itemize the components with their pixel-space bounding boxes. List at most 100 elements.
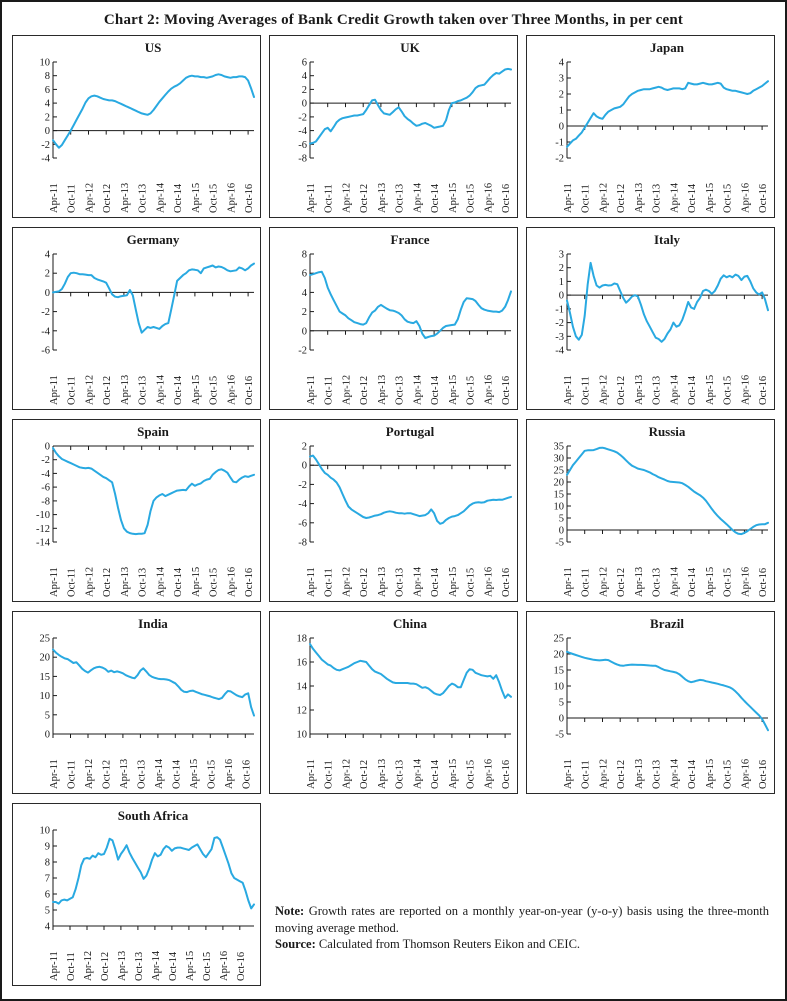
x-tick-label: Apr-13 xyxy=(634,183,645,213)
y-tick-label: 2 xyxy=(45,112,50,123)
y-tick-label: 20 xyxy=(554,478,565,489)
x-tick-label: Apr-11 xyxy=(49,567,60,597)
x-tick-label: Apr-12 xyxy=(85,567,96,597)
x-tick-label: Oct-11 xyxy=(324,760,335,789)
chart-panel-russia: Russia -5 0 5 10 15 20 25 30 35 Apr-11 Oct-11 Apr-12… xyxy=(526,419,775,602)
x-tick-label: Oct-16 xyxy=(244,376,255,405)
y-tick-label: 2 xyxy=(302,307,307,318)
x-tick-label: Apr-14 xyxy=(669,758,680,789)
x-tick-label: Oct-16 xyxy=(501,760,512,789)
x-tick-label: Oct-11 xyxy=(581,376,592,405)
x-tick-label: Apr-14 xyxy=(155,566,166,597)
x-tick-label: Apr-13 xyxy=(119,759,130,789)
x-tick-label: Oct-15 xyxy=(723,184,734,213)
y-tick-label: -2 xyxy=(298,480,307,491)
y-tick-label: -8 xyxy=(41,496,50,507)
chart-panel-china: China 10 12 14 16 18 Apr-11 Oct-11 Apr-12 Oct-12 A… xyxy=(269,611,518,794)
chart-svg-us: US -4 -2 0 2 4 6 8 10 Apr-11 Oct-11 Apr-12 Oct-12 Apr… xyxy=(40,40,256,213)
y-tick-label: 2 xyxy=(45,269,50,280)
chart-svg-germany: Germany -6 -4 -2 0 2 4 Apr-11 Oct-11 Apr-12 Oct-12… xyxy=(41,232,255,405)
data-line xyxy=(52,262,255,334)
x-tick-label: Oct-13 xyxy=(652,760,663,789)
x-tick-label: Oct-15 xyxy=(466,760,477,789)
chart-title: France xyxy=(391,232,430,247)
x-tick-label: Oct-16 xyxy=(758,568,769,597)
note-block: Note: Growth rates are reported on a mon… xyxy=(269,803,775,986)
x-tick-label: Oct-16 xyxy=(244,184,255,213)
x-tick-label: Oct-11 xyxy=(324,568,335,597)
y-tick-label: 12 xyxy=(297,706,308,717)
data-line xyxy=(566,80,769,148)
y-tick-label: 4 xyxy=(302,288,308,299)
source-line: Source: Calculated from Thomson Reuters … xyxy=(275,936,769,952)
note-text: Growth rates are reported on a monthly y… xyxy=(275,904,769,935)
y-tick-label: 0 xyxy=(45,730,50,741)
x-tick-label: Oct-15 xyxy=(209,568,220,597)
chart-panel-france: France -2 0 2 4 6 8 Apr-11 Oct-11 Apr-12 Oct-12 Apr… xyxy=(269,227,518,410)
x-tick-label: Apr-13 xyxy=(634,567,645,597)
x-tick-label: Oct-14 xyxy=(687,759,698,789)
x-tick-label: Oct-16 xyxy=(758,376,769,405)
x-tick-label: Oct-11 xyxy=(67,376,78,405)
x-tick-label: Apr-11 xyxy=(306,567,317,597)
y-tick-label: 6 xyxy=(45,85,50,96)
y-tick-label: -5 xyxy=(555,538,564,549)
x-tick-label: Apr-12 xyxy=(85,183,96,213)
data-line xyxy=(566,650,769,732)
x-tick-label: Oct-14 xyxy=(430,759,441,789)
x-tick-label: Oct-13 xyxy=(652,184,663,213)
x-tick-label: Oct-12 xyxy=(359,568,370,597)
y-tick-label: 15 xyxy=(554,490,565,501)
x-tick-label: Oct-14 xyxy=(430,567,441,597)
y-tick-label: 3 xyxy=(559,74,564,85)
data-line xyxy=(52,648,255,717)
data-line xyxy=(309,270,512,339)
x-tick-label: Apr-13 xyxy=(120,375,131,405)
x-tick-label: Oct-13 xyxy=(395,568,406,597)
x-tick-label: Oct-12 xyxy=(102,568,113,597)
x-tick-label: Apr-15 xyxy=(185,951,196,981)
x-tick-label: Apr-12 xyxy=(599,759,610,789)
y-tick-label: 25 xyxy=(554,466,565,477)
x-tick-label: Apr-12 xyxy=(599,183,610,213)
y-tick-label: 10 xyxy=(554,502,565,513)
x-tick-label: Apr-14 xyxy=(412,374,423,405)
data-line xyxy=(52,836,255,910)
x-tick-label: Apr-16 xyxy=(740,567,751,597)
x-tick-label: Oct-16 xyxy=(241,760,252,789)
y-tick-label: 10 xyxy=(40,826,51,837)
chart-panel-south-africa: South Africa 4 5 6 7 8 9 10 Apr-11 Oct-11 Apr-12 Oc… xyxy=(12,803,261,986)
chart-svg-china: China 10 12 14 16 18 Apr-11 Oct-11 Apr-12 Oct-12 A… xyxy=(297,616,513,789)
x-tick-label: Oct-11 xyxy=(324,184,335,213)
chart-title: Japan xyxy=(650,40,685,55)
x-tick-label: Apr-16 xyxy=(219,951,230,981)
y-tick-label: 0 xyxy=(559,122,564,133)
x-tick-label: Oct-15 xyxy=(466,184,477,213)
y-tick-label: -4 xyxy=(298,126,307,137)
y-tick-label: -2 xyxy=(298,112,307,123)
x-tick-label: Apr-13 xyxy=(120,183,131,213)
chart-title: Spain xyxy=(137,424,170,439)
x-tick-label: Apr-12 xyxy=(85,375,96,405)
x-tick-label: Oct-16 xyxy=(501,184,512,213)
x-tick-label: Apr-16 xyxy=(740,183,751,213)
y-tick-label: 3 xyxy=(559,250,564,261)
x-tick-label: Apr-15 xyxy=(448,375,459,405)
y-tick-label: 4 xyxy=(45,250,51,261)
x-tick-label: Apr-14 xyxy=(155,182,166,213)
x-tick-label: Oct-12 xyxy=(100,952,111,981)
chart-title: India xyxy=(138,616,168,631)
chart-title: Portugal xyxy=(386,424,435,439)
x-tick-label: Apr-11 xyxy=(306,183,317,213)
y-tick-label: 7 xyxy=(45,874,50,885)
x-tick-label: Apr-14 xyxy=(669,182,680,213)
y-tick-label: -6 xyxy=(41,483,50,494)
x-tick-label: Oct-13 xyxy=(395,760,406,789)
source-label: Source: xyxy=(275,936,316,951)
y-tick-label: 0 xyxy=(45,442,50,453)
x-tick-label: Apr-12 xyxy=(342,375,353,405)
x-tick-label: Apr-11 xyxy=(563,567,574,597)
y-tick-label: -4 xyxy=(41,469,50,480)
x-tick-label: Oct-16 xyxy=(758,184,769,213)
